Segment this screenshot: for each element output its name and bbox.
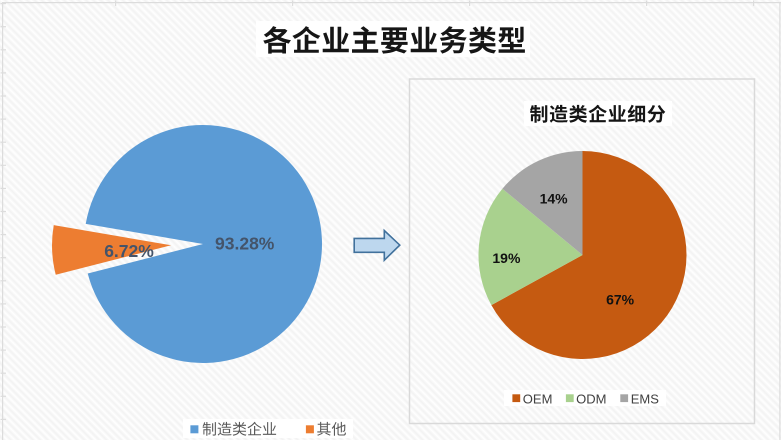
svg-text:19%: 19% [492,250,521,266]
svg-text:EMS: EMS [631,392,660,407]
svg-text:93.28%: 93.28% [215,233,275,253]
svg-text:OEM: OEM [523,392,553,407]
svg-text:6.72%: 6.72% [104,241,154,261]
svg-text:ODM: ODM [576,392,606,407]
svg-text:67%: 67% [606,291,635,307]
svg-text:14%: 14% [540,190,569,206]
